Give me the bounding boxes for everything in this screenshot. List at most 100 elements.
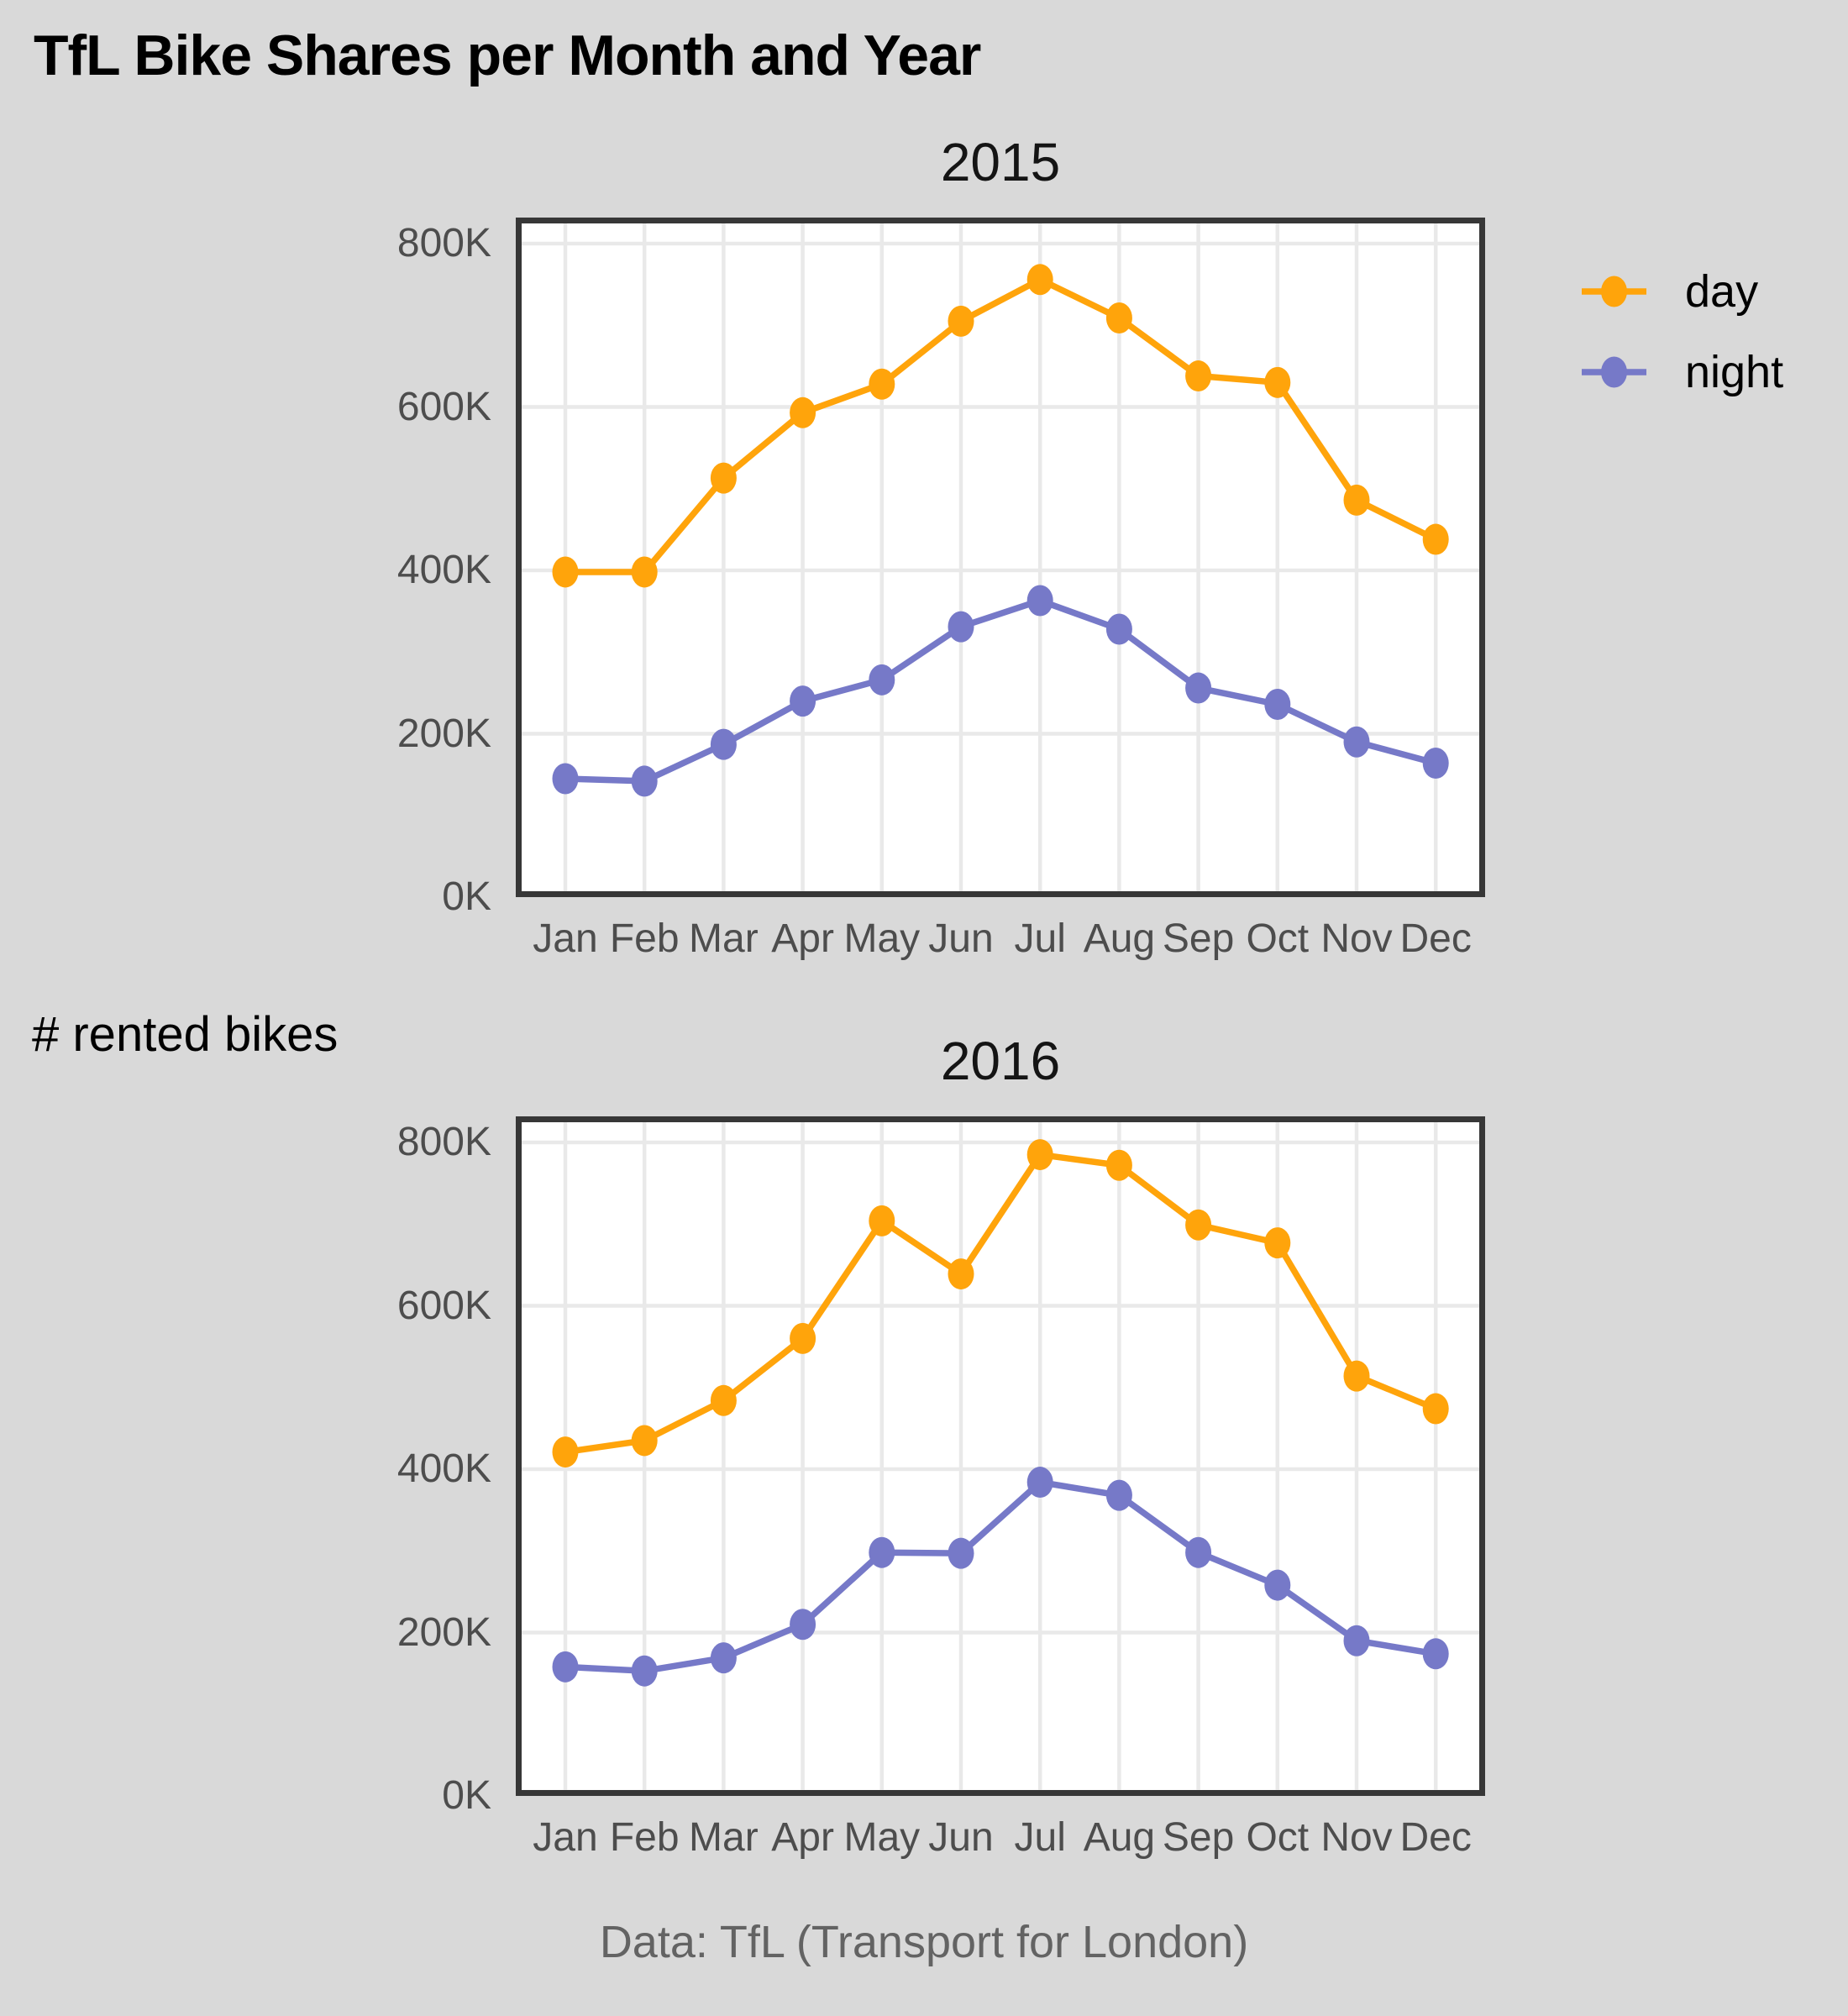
data-point-day-Mar bbox=[710, 462, 737, 494]
data-point-night-Sep bbox=[1185, 1536, 1212, 1568]
panel-background bbox=[516, 1116, 1485, 1796]
x-tick-label: Nov bbox=[1320, 916, 1393, 961]
data-point-day-Feb bbox=[631, 556, 658, 588]
data-point-night-Oct bbox=[1264, 688, 1291, 720]
x-tick-label: Oct bbox=[1246, 916, 1310, 961]
y-tick-label: 600K bbox=[396, 1283, 491, 1328]
data-point-night-Mar bbox=[710, 728, 737, 760]
x-tick-label: Aug bbox=[1083, 916, 1156, 961]
x-tick-label: Jul bbox=[1014, 1815, 1066, 1860]
y-tick-label: 200K bbox=[396, 711, 491, 756]
data-point-night-Jun bbox=[948, 611, 974, 643]
data-point-night-Jan bbox=[552, 1651, 579, 1683]
data-point-night-Apr bbox=[790, 1609, 816, 1641]
data-point-day-Aug bbox=[1105, 1149, 1132, 1181]
y-tick-label: 200K bbox=[396, 1609, 491, 1655]
chart-panel-2016 bbox=[516, 1116, 1485, 1796]
legend-key-day-icon bbox=[1582, 276, 1646, 307]
x-tick-label: Aug bbox=[1083, 1815, 1156, 1860]
x-tick-label: Dec bbox=[1399, 916, 1472, 961]
data-point-day-Mar bbox=[710, 1384, 737, 1416]
y-tick-label: 400K bbox=[396, 548, 491, 592]
data-point-day-Jul bbox=[1026, 1139, 1053, 1171]
data-point-night-Oct bbox=[1264, 1569, 1291, 1601]
series-line-day bbox=[564, 1151, 1437, 1456]
data-point-day-Dec bbox=[1422, 1393, 1449, 1425]
data-point-night-Dec bbox=[1422, 748, 1449, 780]
x-tick-label: Dec bbox=[1399, 1815, 1472, 1860]
data-point-night-Nov bbox=[1343, 726, 1370, 758]
data-point-day-Jun bbox=[948, 1258, 974, 1290]
data-point-night-May bbox=[869, 1536, 895, 1568]
data-point-day-Jan bbox=[552, 1436, 579, 1468]
x-tick-label: Mar bbox=[689, 1815, 759, 1860]
data-point-night-Apr bbox=[790, 685, 816, 717]
data-point-day-Jan bbox=[552, 556, 579, 588]
data-point-night-Feb bbox=[631, 1655, 658, 1687]
legend-key-night-icon bbox=[1582, 356, 1646, 388]
data-point-night-Sep bbox=[1185, 672, 1212, 704]
x-tick-label: Apr bbox=[771, 916, 834, 961]
legend-item-day: day bbox=[1582, 251, 1783, 332]
data-point-night-Jul bbox=[1026, 1467, 1053, 1499]
panel-background bbox=[516, 218, 1485, 897]
panel-border bbox=[516, 218, 1485, 897]
data-point-day-Jul bbox=[1026, 264, 1053, 296]
data-point-day-Apr bbox=[790, 396, 816, 428]
chart-panel-2015 bbox=[516, 218, 1485, 897]
y-tick-label: 800K bbox=[396, 221, 491, 265]
data-point-day-Sep bbox=[1185, 1209, 1212, 1241]
data-point-day-Dec bbox=[1422, 523, 1449, 555]
y-tick-label: 400K bbox=[396, 1446, 491, 1491]
panel-border bbox=[516, 1116, 1485, 1796]
data-point-night-Aug bbox=[1105, 613, 1132, 645]
data-point-night-Mar bbox=[710, 1642, 737, 1674]
series-line-night bbox=[564, 1478, 1436, 1674]
y-tick-label: 800K bbox=[396, 1120, 491, 1164]
data-point-day-Nov bbox=[1343, 484, 1370, 516]
data-point-day-Apr bbox=[790, 1322, 816, 1354]
x-tick-label: Jun bbox=[928, 1815, 994, 1860]
data-point-night-Dec bbox=[1422, 1638, 1449, 1670]
series-line-day bbox=[565, 276, 1437, 575]
data-point-day-Nov bbox=[1343, 1360, 1370, 1392]
data-point-day-Aug bbox=[1105, 302, 1132, 333]
data-point-day-Jun bbox=[948, 305, 974, 337]
x-tick-label: Feb bbox=[609, 916, 680, 961]
data-point-day-Oct bbox=[1264, 366, 1291, 398]
legend-label: night bbox=[1685, 347, 1784, 397]
data-point-day-May bbox=[869, 1205, 895, 1236]
series-line-night bbox=[564, 597, 1437, 785]
data-point-night-Jul bbox=[1026, 585, 1053, 617]
legend-label: day bbox=[1685, 266, 1759, 317]
data-point-day-May bbox=[869, 368, 895, 400]
data-point-day-Oct bbox=[1264, 1227, 1291, 1259]
x-tick-label: Mar bbox=[689, 916, 759, 961]
y-tick-label: 0K bbox=[442, 874, 491, 919]
data-point-night-Nov bbox=[1343, 1625, 1370, 1656]
legend-key-dot bbox=[1601, 276, 1627, 307]
x-tick-label: Jul bbox=[1014, 916, 1066, 961]
data-point-night-Jun bbox=[948, 1537, 974, 1569]
x-tick-label: Sep bbox=[1162, 1815, 1235, 1860]
main-title: TfL Bike Shares per Month and Year bbox=[34, 24, 981, 87]
data-point-night-Jan bbox=[552, 763, 579, 795]
x-tick-label: Jan bbox=[533, 916, 598, 961]
x-tick-label: Jun bbox=[928, 916, 994, 961]
x-tick-label: Nov bbox=[1320, 1815, 1393, 1860]
y-tick-label: 600K bbox=[396, 384, 491, 429]
data-point-day-Feb bbox=[631, 1425, 658, 1457]
x-tick-label: Apr bbox=[771, 1815, 834, 1860]
x-tick-label: May bbox=[843, 1815, 921, 1860]
legend: day night bbox=[1582, 251, 1783, 412]
data-point-night-Feb bbox=[631, 765, 658, 797]
data-point-day-Sep bbox=[1185, 360, 1212, 392]
x-tick-label: Oct bbox=[1246, 1815, 1310, 1860]
caption: Data: TfL (Transport for London) bbox=[599, 1917, 1249, 1967]
legend-item-night: night bbox=[1582, 332, 1783, 412]
x-tick-label: May bbox=[843, 916, 921, 961]
x-tick-label: Feb bbox=[609, 1815, 680, 1860]
facet-title-2016: 2016 bbox=[940, 1031, 1061, 1091]
x-tick-label: Sep bbox=[1162, 916, 1235, 961]
